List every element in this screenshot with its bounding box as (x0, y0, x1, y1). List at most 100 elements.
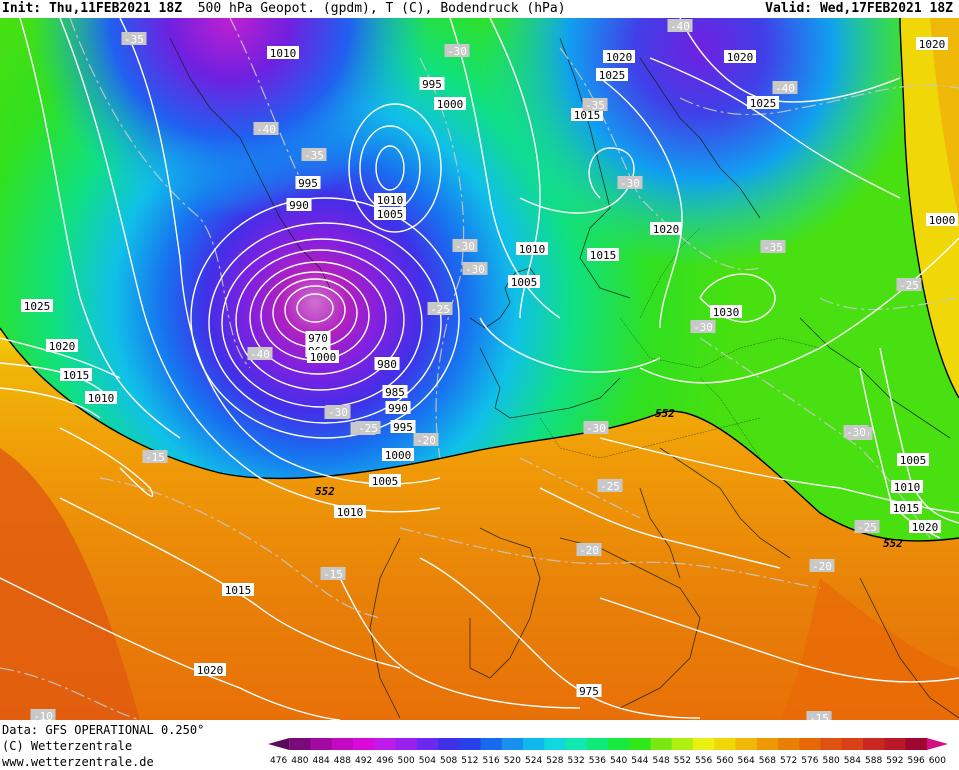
temperature-label: -30 (325, 405, 351, 419)
temperature-label-text: -30 (620, 177, 640, 190)
temperature-label-text: -20 (579, 544, 599, 557)
colorbar-segment (480, 738, 503, 750)
colorbar-segment (438, 738, 460, 750)
colorbar-tick-label: 548 (653, 756, 670, 766)
pressure-label-box (724, 50, 756, 63)
pressure-label-text: 1005 (900, 454, 927, 467)
pressure-label-box (194, 663, 226, 676)
colorbar-tick-label: 560 (716, 756, 733, 766)
temperature-label-text: -10 (33, 710, 53, 720)
colorbar-segment (693, 738, 715, 750)
colorbar-tick-label: 524 (525, 756, 542, 766)
pressure-label-text: 1020 (727, 51, 754, 64)
warm-core-east (930, 18, 959, 218)
colorbar-segment (608, 738, 630, 750)
colorbar-tick-label: 540 (610, 756, 627, 766)
pressure-label-text: 1010 (894, 481, 921, 494)
temperature-label-text: -20 (812, 560, 832, 573)
website-url: www.wetterzentrale.de (2, 755, 154, 769)
colorbar-segment (565, 738, 588, 750)
pressure-label-box (587, 248, 619, 261)
temperature-label-text: -40 (250, 348, 270, 361)
temperature-label-text: -30 (693, 321, 713, 334)
temperature-label-text: -25 (899, 279, 919, 292)
temperature-label-box (597, 479, 623, 492)
colorbar-segment (863, 738, 885, 750)
colorbar-segment (841, 738, 864, 750)
colorbar-tick-label: 584 (844, 756, 861, 766)
temperature-label: -20 (413, 433, 439, 447)
pressure-label-text: 1000 (929, 214, 956, 227)
pressure-label-box (385, 401, 411, 414)
pressure-label-text: 1020 (197, 664, 224, 677)
pressure-label-text: 1025 (24, 300, 51, 313)
pressure-label-box (334, 505, 366, 518)
temperature-label-box (253, 122, 279, 135)
pressure-label-box (374, 357, 400, 370)
pressure-label: 995 (295, 176, 321, 190)
pressure-label-box (596, 68, 628, 81)
pressure-label-text: 995 (298, 177, 318, 190)
pressure-label-box (571, 108, 603, 121)
pressure-label-box (295, 176, 321, 189)
warm-airmass-south (0, 328, 959, 720)
colorbar-tick-label: 504 (419, 756, 436, 766)
pressure-label: 1020 (724, 50, 756, 64)
pressure-label-text: 1015 (63, 369, 90, 382)
colorbar-tick-label: 492 (355, 756, 372, 766)
pressure-label: 1010 (334, 505, 366, 519)
pressure-label-text: 1015 (574, 109, 601, 122)
pressure-label-box (603, 50, 635, 63)
geopotential-label: 552 (655, 407, 675, 420)
pressure-label-box (909, 520, 941, 533)
colorbar-tick-label: 596 (908, 756, 925, 766)
pressure-label-box (46, 339, 78, 352)
temperature-label-box (325, 405, 351, 418)
temperature-label: -40 (667, 19, 693, 33)
temperature-label: -25 (427, 302, 453, 316)
pressure-label-text: 1015 (225, 584, 252, 597)
colorbar-tick-label: 564 (738, 756, 755, 766)
pressure-label: 1015 (890, 501, 922, 515)
colorbar-tick-label: 476 (270, 756, 287, 766)
colorbar-segment (374, 738, 396, 750)
temperature-label: -35 (301, 148, 327, 162)
temperature-label: -30 (462, 262, 488, 276)
pressure-labels: 1010 995 1000 1020 1020 1025 1015 1020 1010 1005 9… (21, 37, 958, 698)
pressure-label-box (890, 501, 922, 514)
pressure-label: 1020 (916, 37, 948, 51)
temperature-label-box (413, 433, 439, 446)
temperature-label-text: -35 (124, 33, 144, 46)
pressure-label-text: 1020 (49, 340, 76, 353)
pressure-label: 1005 (374, 207, 406, 221)
colorbar-segment (884, 738, 906, 750)
colorbar-segment (353, 738, 375, 750)
pressure-label-text: 1025 (750, 97, 777, 110)
colorbar-tick-label: 480 (291, 756, 308, 766)
temperature-label-text: -30 (455, 240, 475, 253)
temperature-label-text: -15 (323, 568, 343, 581)
pressure-label-text: 975 (579, 685, 599, 698)
pressure-label: 1000 (926, 213, 958, 227)
pressure-label: 1005 (508, 275, 540, 289)
colorbar-segment (501, 738, 524, 750)
temperature-label-box (690, 320, 716, 333)
pressure-label-text: 1010 (337, 506, 364, 519)
weather-map: 1010 995 1000 1020 1020 1025 1015 1020 1010 1005 9… (0, 18, 959, 720)
map-header: Init: Thu,11FEB2021 18Z 500 hPa Geopot. … (0, 0, 959, 18)
temperature-label-text: -35 (763, 241, 783, 254)
temperature-labels: -35-30-40-35-40-35-30-30-30-35-25-30-25-… (30, 19, 922, 720)
temperature-label-text: -20 (416, 434, 436, 447)
pressure-label: 1015 (222, 583, 254, 597)
temperature-label-text: -15 (809, 712, 829, 720)
colorbar-segment (544, 738, 566, 750)
pressure-label-text: 980 (377, 358, 397, 371)
temperature-label: -30 (617, 176, 643, 190)
pressure-label: 980 (374, 357, 400, 371)
pressure-label: 1005 (897, 453, 929, 467)
pressure-label-text: 1005 (511, 276, 538, 289)
geopotential-colorbar: 476 480 484 488 492 496 500 504 508 512 516 520 524 5… (268, 738, 948, 766)
temperature-label-box (582, 98, 608, 111)
pressure-label: 1015 (587, 248, 619, 262)
temperature-label: -35 (760, 240, 786, 254)
